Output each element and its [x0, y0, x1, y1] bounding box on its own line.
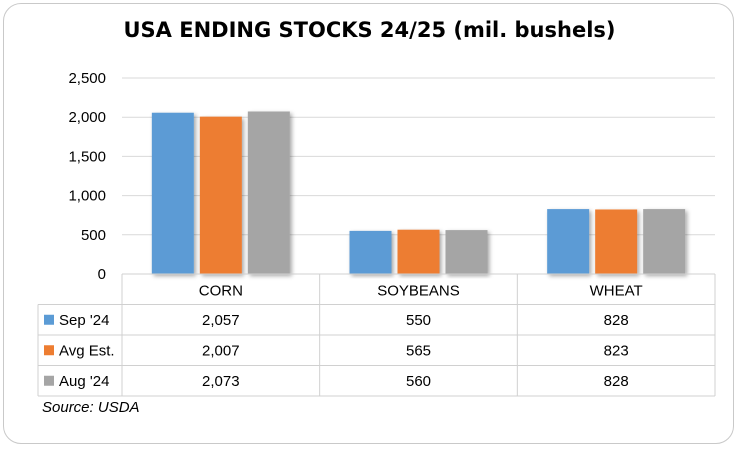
- source-note: Source: USDA: [42, 399, 140, 416]
- bar: [199, 116, 242, 274]
- data-label: 550: [406, 312, 431, 329]
- y-tick-label: 1,000: [68, 188, 106, 205]
- y-axis: 0 500 1,000 1,500 2,000 2,500: [68, 70, 106, 283]
- bars: [151, 111, 686, 274]
- y-tick-label: 2,500: [68, 70, 106, 87]
- legend-swatch: [44, 375, 54, 386]
- legend-label: Sep '24: [59, 312, 109, 329]
- bar: [547, 209, 590, 274]
- bar: [151, 112, 194, 274]
- chart-title: USA ENDING STOCKS 24/25 (mil. bushels): [123, 18, 616, 42]
- category-label: WHEAT: [590, 282, 643, 299]
- data-table: CORN SOYBEANS WHEAT Sep '24 2,057 550 828 Avg E…: [37, 273, 716, 397]
- bar: [349, 230, 392, 274]
- bar: [397, 229, 440, 274]
- legend-label: Avg Est.: [59, 342, 115, 359]
- data-label: 823: [604, 342, 629, 359]
- y-tick-label: 500: [81, 227, 106, 244]
- y-tick-label: 1,500: [68, 148, 106, 165]
- category-label: SOYBEANS: [377, 282, 460, 299]
- data-label: 560: [406, 373, 431, 390]
- y-tick-label: 2,000: [68, 109, 106, 126]
- data-label: 828: [604, 373, 629, 390]
- data-label: 2,073: [202, 373, 240, 390]
- bar: [595, 209, 638, 274]
- category-label: CORN: [199, 282, 243, 299]
- bar: [445, 230, 488, 274]
- data-label: 565: [406, 342, 431, 359]
- data-label: 2,057: [202, 312, 240, 329]
- bar: [247, 111, 290, 274]
- bar: [643, 209, 686, 274]
- legend-label: Aug '24: [59, 373, 109, 390]
- y-tick-label: 0: [98, 266, 106, 283]
- data-label: 2,007: [202, 342, 240, 359]
- data-label: 828: [604, 312, 629, 329]
- legend-swatch: [44, 345, 54, 356]
- legend-swatch: [44, 314, 54, 325]
